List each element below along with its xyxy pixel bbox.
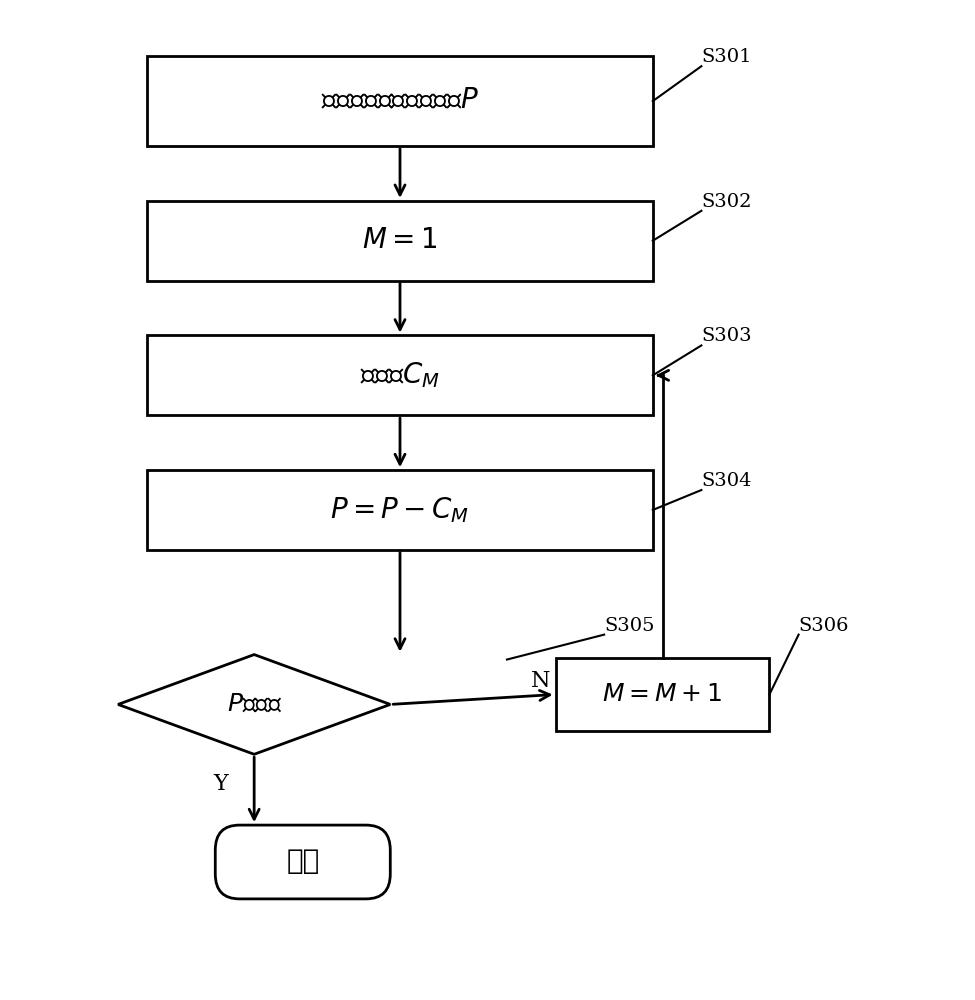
Text: 剔除离散点，得到集合$P$: 剔除离散点，得到集合$P$ — [321, 88, 479, 115]
Text: 结束: 结束 — [286, 848, 320, 875]
Polygon shape — [118, 655, 390, 754]
Text: S305: S305 — [604, 617, 654, 635]
FancyBboxPatch shape — [147, 335, 653, 415]
FancyBboxPatch shape — [215, 825, 390, 899]
Text: S302: S302 — [701, 193, 752, 211]
Text: $P$为空集: $P$为空集 — [226, 693, 282, 716]
FancyBboxPatch shape — [556, 658, 769, 731]
Text: $M=1$: $M=1$ — [363, 227, 438, 254]
FancyBboxPatch shape — [147, 201, 653, 281]
Text: S304: S304 — [701, 472, 752, 490]
FancyBboxPatch shape — [147, 56, 653, 146]
Text: S303: S303 — [701, 327, 752, 345]
Text: $M=M+1$: $M=M+1$ — [603, 683, 722, 706]
Text: S301: S301 — [701, 48, 752, 66]
Text: N: N — [531, 670, 551, 692]
Text: S306: S306 — [799, 617, 849, 635]
Text: $P=P-C_M$: $P=P-C_M$ — [331, 495, 470, 525]
Text: Y: Y — [213, 773, 227, 795]
FancyBboxPatch shape — [147, 470, 653, 550]
Text: 得到类$C_M$: 得到类$C_M$ — [360, 360, 440, 390]
